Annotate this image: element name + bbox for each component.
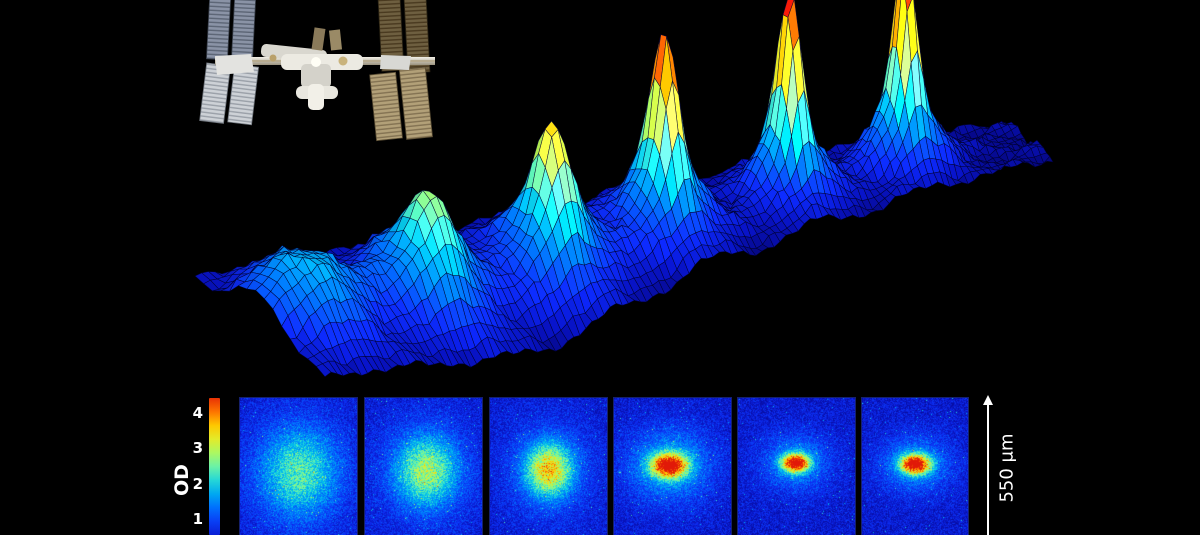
- colorbar-tick-1: 1: [192, 510, 203, 528]
- od-panel-3: [489, 397, 608, 535]
- od-panel-4: [613, 397, 732, 535]
- od-panel-6: [861, 397, 969, 535]
- scale-bar-label: 550 µm: [996, 433, 1018, 503]
- arrow-up-icon: [983, 395, 993, 405]
- od-axis-label: OD: [171, 464, 193, 496]
- iss-modules: [260, 27, 363, 110]
- od-panel-1: [239, 397, 358, 535]
- radiator-panel: [380, 55, 411, 70]
- colorbar-tick-3: 3: [192, 439, 203, 457]
- colorbar-tick-4: 4: [192, 404, 203, 422]
- solar-array-upper-left: [206, 0, 257, 61]
- radiator-panel: [215, 54, 254, 75]
- scale-bar-line: [987, 401, 989, 535]
- colorbar-tick-2: 2: [192, 475, 203, 493]
- iss-photo: [199, 0, 435, 142]
- od-panel-2: [364, 397, 483, 535]
- colorbar-gradient: [209, 398, 220, 535]
- solar-array-lower-right: [369, 66, 433, 142]
- od-panel-5: [737, 397, 856, 535]
